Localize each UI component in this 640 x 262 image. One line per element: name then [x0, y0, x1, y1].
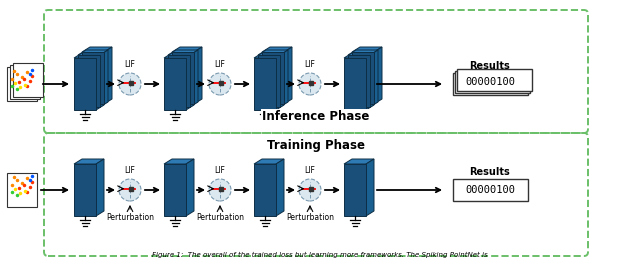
Bar: [7, 173, 37, 207]
Polygon shape: [104, 47, 112, 104]
Polygon shape: [74, 164, 96, 216]
Text: LIF: LIF: [214, 166, 225, 175]
Text: 00000100: 00000100: [465, 185, 515, 195]
Polygon shape: [74, 53, 104, 58]
Polygon shape: [254, 53, 284, 58]
Polygon shape: [370, 50, 378, 107]
Text: Results: Results: [470, 167, 510, 177]
Polygon shape: [344, 159, 374, 164]
Polygon shape: [258, 55, 280, 107]
Polygon shape: [344, 53, 374, 58]
Bar: [456, 69, 531, 91]
Ellipse shape: [119, 73, 141, 95]
Text: LIF: LIF: [305, 60, 316, 69]
Polygon shape: [164, 159, 194, 164]
Polygon shape: [164, 53, 194, 58]
Ellipse shape: [209, 179, 231, 201]
Polygon shape: [74, 159, 104, 164]
Polygon shape: [366, 159, 374, 216]
Polygon shape: [374, 47, 382, 104]
Polygon shape: [344, 58, 366, 110]
Polygon shape: [82, 52, 104, 104]
Polygon shape: [168, 50, 198, 55]
Text: Perturbation: Perturbation: [106, 213, 154, 222]
Polygon shape: [254, 159, 284, 164]
Text: Inference Phase: Inference Phase: [262, 110, 370, 123]
Polygon shape: [186, 159, 194, 216]
Polygon shape: [96, 53, 104, 110]
Polygon shape: [78, 55, 100, 107]
Text: LIF: LIF: [305, 166, 316, 175]
Polygon shape: [186, 53, 194, 110]
Polygon shape: [172, 52, 194, 104]
Polygon shape: [100, 50, 108, 107]
Polygon shape: [280, 50, 288, 107]
Polygon shape: [348, 55, 370, 107]
Polygon shape: [366, 53, 374, 110]
Bar: [10, 65, 40, 99]
Polygon shape: [190, 50, 198, 107]
Polygon shape: [194, 47, 202, 104]
Polygon shape: [164, 58, 186, 110]
Bar: [13, 63, 43, 97]
Polygon shape: [352, 47, 382, 52]
Text: Results: Results: [470, 61, 510, 71]
Text: Perturbation: Perturbation: [286, 213, 334, 222]
Polygon shape: [74, 58, 96, 110]
Ellipse shape: [299, 179, 321, 201]
Polygon shape: [254, 164, 276, 216]
Text: LIF: LIF: [125, 166, 136, 175]
Ellipse shape: [209, 73, 231, 95]
Bar: [452, 179, 527, 201]
Text: Training Phase: Training Phase: [267, 139, 365, 152]
Polygon shape: [284, 47, 292, 104]
Polygon shape: [172, 47, 202, 52]
Polygon shape: [262, 47, 292, 52]
Polygon shape: [164, 164, 186, 216]
Text: LIF: LIF: [214, 60, 225, 69]
Polygon shape: [276, 53, 284, 110]
Bar: [7, 67, 37, 101]
Ellipse shape: [119, 179, 141, 201]
Text: 00000100: 00000100: [465, 77, 515, 87]
Polygon shape: [344, 164, 366, 216]
Text: Perturbation: Perturbation: [196, 213, 244, 222]
Polygon shape: [348, 50, 378, 55]
Polygon shape: [254, 58, 276, 110]
Polygon shape: [96, 159, 104, 216]
Bar: [454, 71, 529, 93]
Text: LIF: LIF: [125, 60, 136, 69]
Polygon shape: [82, 47, 112, 52]
Polygon shape: [262, 52, 284, 104]
Polygon shape: [168, 55, 190, 107]
Bar: [452, 73, 527, 95]
Polygon shape: [352, 52, 374, 104]
Text: Figure 1:  The overall of the trained loss but learning more frameworks. The Spi: Figure 1: The overall of the trained los…: [152, 252, 488, 258]
Polygon shape: [258, 50, 288, 55]
Polygon shape: [276, 159, 284, 216]
Polygon shape: [78, 50, 108, 55]
Ellipse shape: [299, 73, 321, 95]
